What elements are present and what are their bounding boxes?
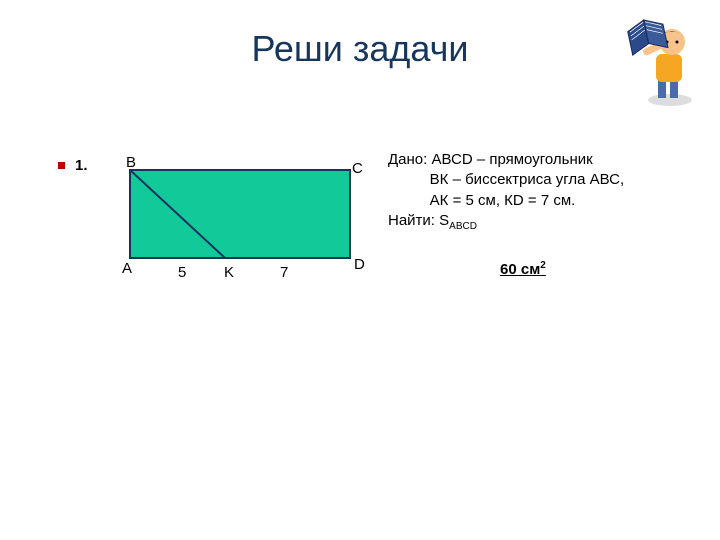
given-line-2: ВК – биссектриса угла АВС, <box>388 170 624 190</box>
reading-boy-clipart <box>612 8 702 108</box>
point-label-k: K <box>224 264 234 281</box>
answer-value: 60 см2 <box>500 260 546 278</box>
find-prefix: Найти: S <box>388 212 449 229</box>
segment-label-7: 7 <box>280 264 288 281</box>
answer-text: 60 см <box>500 261 540 278</box>
given-line-1: Дано: АВСD – прямоугольник <box>388 150 624 170</box>
vertex-label-d: D <box>354 256 365 273</box>
task-number: 1. <box>75 157 88 174</box>
vertex-label-c: C <box>352 160 363 177</box>
find-subscript: ABCD <box>449 221 477 232</box>
segment-label-5: 5 <box>178 264 186 281</box>
given-prefix: Дано: <box>388 151 431 168</box>
given-l1: АВСD – прямоугольник <box>431 151 592 168</box>
vertex-label-a: A <box>122 260 132 277</box>
answer-sup: 2 <box>540 260 546 271</box>
given-block: Дано: АВСD – прямоугольник ВК – биссектр… <box>388 150 624 233</box>
given-line-3: АК = 5 см, КD = 7 см. <box>388 191 624 211</box>
vertex-label-b: B <box>126 154 136 171</box>
task-bullet <box>58 162 65 169</box>
given-line-4: Найти: SABCD <box>388 211 624 234</box>
